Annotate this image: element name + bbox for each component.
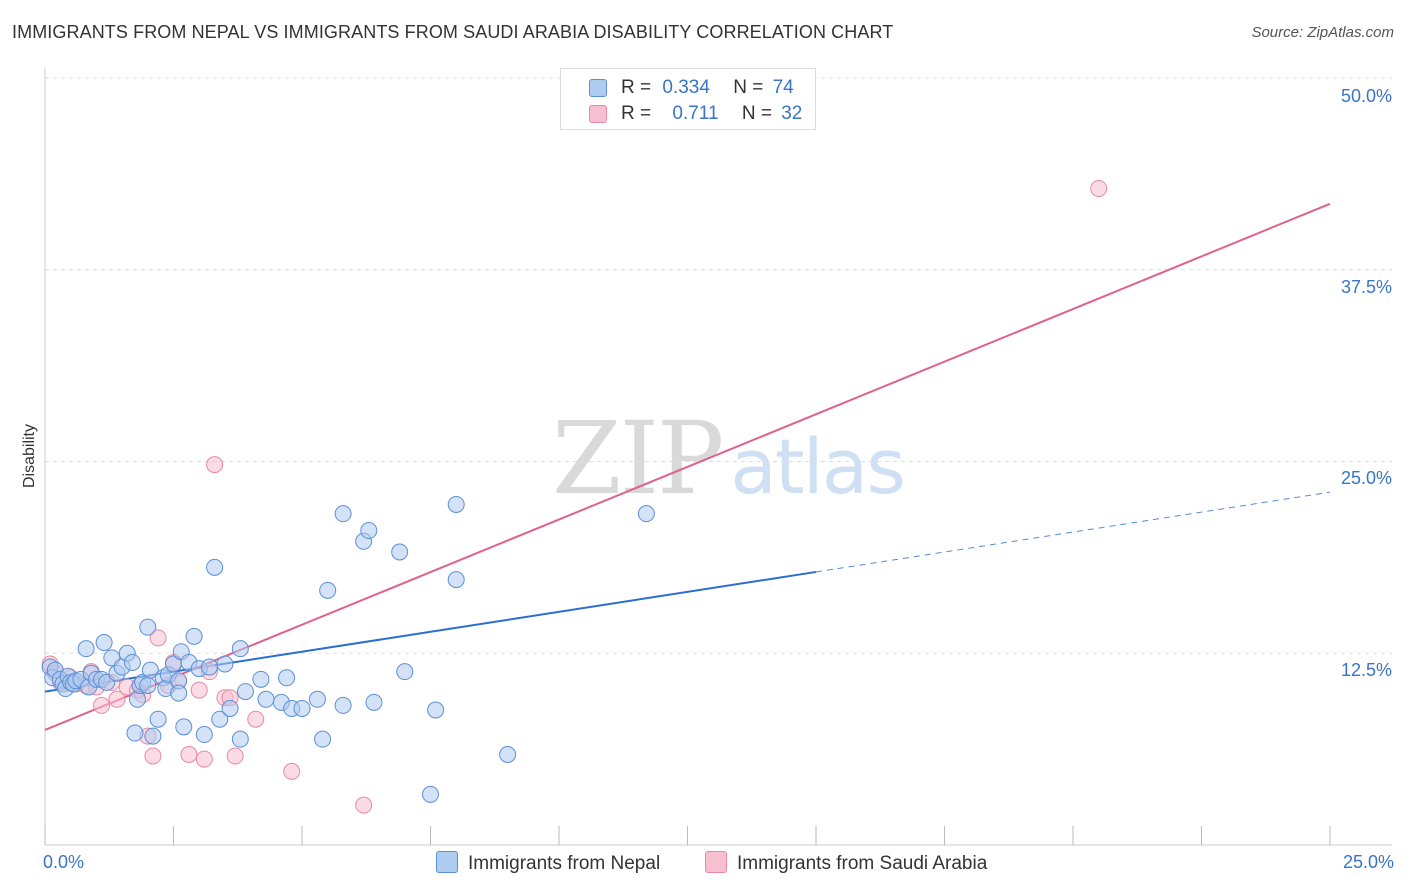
nepal-point: [126, 724, 144, 742]
nepal-point: [427, 701, 445, 719]
nepal-point: [236, 683, 254, 701]
saudi-point: [226, 747, 244, 765]
nepal-point: [334, 505, 352, 523]
nepal-point: [334, 696, 352, 714]
saudi-point: [206, 456, 224, 474]
nepal-n-value: 74: [772, 77, 794, 98]
saudi-swatch: [589, 105, 607, 123]
legend-item-nepal: Immigrants from Nepal: [436, 851, 660, 875]
saudi-point: [108, 690, 126, 708]
y-tick-label-25: 25.0%: [1340, 468, 1392, 488]
nepal-point: [391, 543, 409, 561]
saudi-trend-line: [44, 202, 1331, 731]
nepal-point: [396, 663, 414, 681]
legend-nepal-swatch: [436, 851, 458, 873]
grid-lines: [45, 77, 1392, 654]
saudi-r-label: R =: [621, 103, 652, 124]
legend-saudi-swatch: [705, 851, 727, 873]
saudi-point: [247, 710, 265, 728]
nepal-point: [185, 627, 203, 645]
nepal-point: [257, 690, 275, 708]
saudi-n-label: N =: [741, 103, 772, 124]
y-tick-label-37-5: 37.5%: [1340, 277, 1392, 297]
nepal-point: [211, 710, 229, 728]
saudi-points: [41, 179, 1108, 814]
nepal-point: [175, 718, 193, 736]
nepal-point: [231, 730, 249, 748]
nepal-point: [278, 669, 296, 687]
source-label: Source: ZipAtlas.com: [1251, 24, 1394, 41]
nepal-point: [231, 640, 249, 658]
x-tick-label-0: 0.0%: [43, 852, 85, 872]
nepal-point: [360, 522, 378, 540]
y-tick-label-12-5: 12.5%: [1340, 660, 1392, 680]
nepal-n-label: N =: [733, 77, 764, 98]
nepal-points: [41, 495, 655, 803]
saudi-point: [144, 747, 162, 765]
saudi-point: [195, 750, 213, 768]
nepal-point: [637, 505, 655, 523]
y-tick-label-50: 50.0%: [1340, 86, 1392, 106]
nepal-point: [293, 699, 311, 717]
nepal-point: [123, 653, 141, 671]
nepal-point: [216, 655, 234, 673]
legend-saudi-label: Immigrants from Saudi Arabia: [737, 853, 988, 874]
saudi-point: [283, 762, 301, 780]
nepal-point: [195, 726, 213, 744]
saudi-point: [180, 745, 198, 763]
nepal-point: [206, 558, 224, 576]
nepal-point: [170, 684, 188, 702]
nepal-point: [499, 745, 517, 763]
nepal-point: [422, 785, 439, 803]
saudi-n-value: 32: [781, 103, 803, 124]
nepal-point: [139, 618, 157, 636]
saudi-point: [1090, 179, 1108, 197]
nepal-point: [141, 661, 159, 679]
saudi-r-value: 0.711: [672, 103, 719, 124]
nepal-point: [144, 727, 162, 745]
axes: [44, 68, 1392, 846]
nepal-point: [319, 581, 337, 599]
x-tick-label-25: 25.0%: [1342, 852, 1394, 872]
nepal-point: [129, 690, 147, 708]
nepal-point: [447, 495, 465, 513]
nepal-point: [95, 634, 113, 652]
nepal-point: [149, 710, 167, 728]
nepal-point: [365, 693, 383, 711]
saudi-point: [93, 696, 111, 714]
nepal-r-label: R =: [621, 77, 652, 98]
nepal-point: [314, 730, 332, 748]
saudi-point: [149, 629, 167, 647]
nepal-r-value: 0.334: [662, 77, 710, 98]
nepal-trend-extension: [815, 491, 1331, 573]
legend-nepal-label: Immigrants from Nepal: [468, 853, 661, 874]
nepal-point: [308, 690, 326, 708]
y-axis-label: Disability: [21, 423, 38, 489]
nepal-swatch: [589, 79, 607, 97]
nepal-point: [139, 676, 157, 694]
saudi-point: [355, 796, 373, 814]
nepal-point: [447, 571, 465, 589]
saudi-point: [190, 681, 208, 699]
stats-legend: R = 0.334 N = 74 R = 0.711 N = 32: [560, 68, 816, 130]
nepal-point: [77, 640, 95, 658]
nepal-point: [221, 699, 239, 717]
watermark-zip: ZIP: [552, 400, 724, 517]
legend-item-saudi: Immigrants from Saudi Arabia: [705, 851, 987, 875]
nepal-point: [252, 670, 270, 688]
chart-title: IMMIGRANTS FROM NEPAL VS IMMIGRANTS FROM…: [12, 22, 894, 42]
nepal-point: [200, 658, 218, 676]
